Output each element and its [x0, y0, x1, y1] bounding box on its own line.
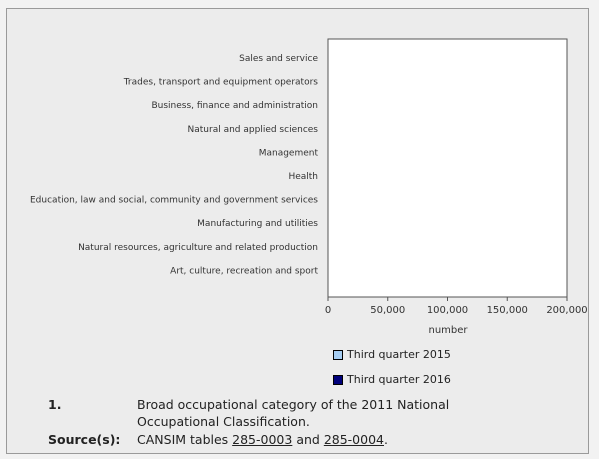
footnote-1-key: 1.: [48, 397, 62, 412]
category-label: Trades, transport and equipment operator…: [123, 78, 319, 88]
x-tick-label: 150,000: [487, 305, 528, 316]
category-label: Art, culture, recreation and sport: [170, 266, 318, 276]
source-link-285-0004[interactable]: 285-0004: [323, 432, 384, 447]
source-mid: and: [292, 432, 324, 447]
x-tick-label: 200,000: [546, 305, 587, 316]
bar-chart: Sales and service Trades, transport and e…: [30, 38, 588, 336]
category-label: Manufacturing and utilities: [197, 219, 318, 229]
legend-swatch-2016: [333, 374, 343, 385]
footnote-1-text: Broad occupational category of the 2011 …: [137, 396, 449, 430]
source-link-285-0003[interactable]: 285-0003: [232, 432, 293, 447]
category-label: Management: [259, 148, 319, 158]
source-key: Source(s):: [48, 432, 121, 447]
chart-frame: Sales and service Trades, transport and e…: [6, 8, 589, 454]
category-label: Natural and applied sciences: [188, 125, 319, 135]
footnote-1-line1: Broad occupational category of the 2011 …: [137, 397, 450, 412]
footnote-1-line2: Occupational Classification.: [137, 414, 310, 429]
source-text: CANSIM tables 285-0003 and 285-0004.: [137, 431, 388, 448]
category-label: Business, finance and administration: [151, 101, 318, 111]
legend-item-2015: Third quarter 2015: [333, 348, 451, 361]
legend-label-2015: Third quarter 2015: [347, 348, 451, 361]
legend-item-2016: Third quarter 2016: [333, 373, 451, 386]
legend-swatch-2015: [333, 349, 343, 360]
plot-area: [327, 38, 568, 298]
x-axis-title: number: [428, 325, 468, 336]
category-label: Health: [288, 172, 318, 182]
x-tick-label: 100,000: [427, 305, 468, 316]
x-tick-label: 0: [325, 305, 331, 316]
source-prefix: CANSIM tables: [137, 432, 233, 447]
source-suffix: .: [384, 432, 388, 447]
legend-label-2016: Third quarter 2016: [347, 373, 451, 386]
x-tick-label: 50,000: [370, 305, 405, 316]
category-label: Education, law and social, community and…: [30, 196, 318, 206]
category-label: Natural resources, agriculture and relat…: [78, 243, 318, 253]
category-label: Sales and service: [239, 54, 318, 64]
